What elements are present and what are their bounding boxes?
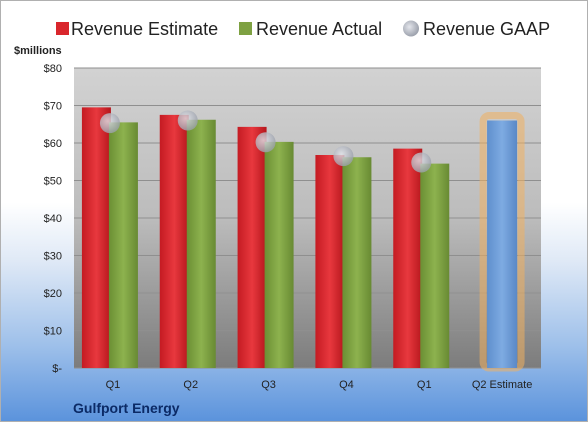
bar-revenue-actual (342, 157, 372, 368)
dot-revenue-gaap (411, 152, 432, 173)
bar-revenue-estimate-forecast (487, 120, 518, 368)
legend-label-revenue-actual: Revenue Actual (256, 19, 382, 39)
legend-swatch-revenue-estimate (56, 22, 69, 35)
dot-revenue-gaap (333, 146, 354, 167)
dot-revenue-gaap (255, 132, 276, 153)
bar-revenue-actual (420, 163, 450, 368)
dot-revenue-gaap (99, 113, 120, 134)
y-tick-label: $80 (44, 63, 62, 75)
x-axis-ticks: Q1 Q2 Q3 Q4 Q1 Q2 Estimate (106, 379, 533, 391)
bar-revenue-estimate (237, 126, 267, 368)
grid-lines (74, 67, 541, 369)
company-name: Gulfport Energy (73, 400, 180, 416)
x-tick-label: Q3 (261, 379, 276, 391)
bar-revenue-estimate (159, 114, 189, 368)
legend-swatch-revenue-actual (239, 22, 252, 35)
x-tick-label: Q1 (417, 379, 432, 391)
y-tick-label: $40 (44, 213, 62, 225)
bar-revenue-actual (264, 141, 294, 368)
bars (81, 107, 525, 372)
y-tick-label: $- (52, 363, 62, 375)
chart-legend: Revenue Estimate Revenue Actual Revenue … (56, 19, 550, 39)
bar-revenue-actual (186, 119, 216, 368)
y-tick-label: $70 (44, 101, 62, 113)
x-tick-label: Q4 (339, 379, 354, 391)
dot-revenue-gaap (177, 110, 198, 131)
y-tick-label: $50 (44, 176, 62, 188)
x-tick-label: Q2 Estimate (472, 379, 533, 391)
y-tick-label: $60 (44, 138, 62, 150)
legend-label-revenue-estimate: Revenue Estimate (71, 19, 218, 39)
bar-revenue-estimate (81, 107, 111, 368)
y-axis-ticks: $- $10 $20 $30 $40 $50 $60 $70 $80 (44, 63, 63, 375)
bar-revenue-actual (108, 122, 138, 368)
y-tick-label: $20 (44, 288, 62, 300)
bar-revenue-estimate (315, 155, 345, 368)
legend-label-revenue-gaap: Revenue GAAP (423, 19, 550, 39)
legend-dot-revenue-gaap (403, 20, 419, 37)
x-tick-label: Q2 (183, 379, 198, 391)
bar-revenue-estimate (393, 148, 423, 368)
y-tick-label: $30 (44, 251, 62, 263)
gaap-markers (99, 110, 432, 173)
y-tick-label: $10 (44, 326, 62, 338)
x-tick-label: Q1 (106, 379, 121, 391)
y-unit-label: $millions (14, 45, 62, 57)
